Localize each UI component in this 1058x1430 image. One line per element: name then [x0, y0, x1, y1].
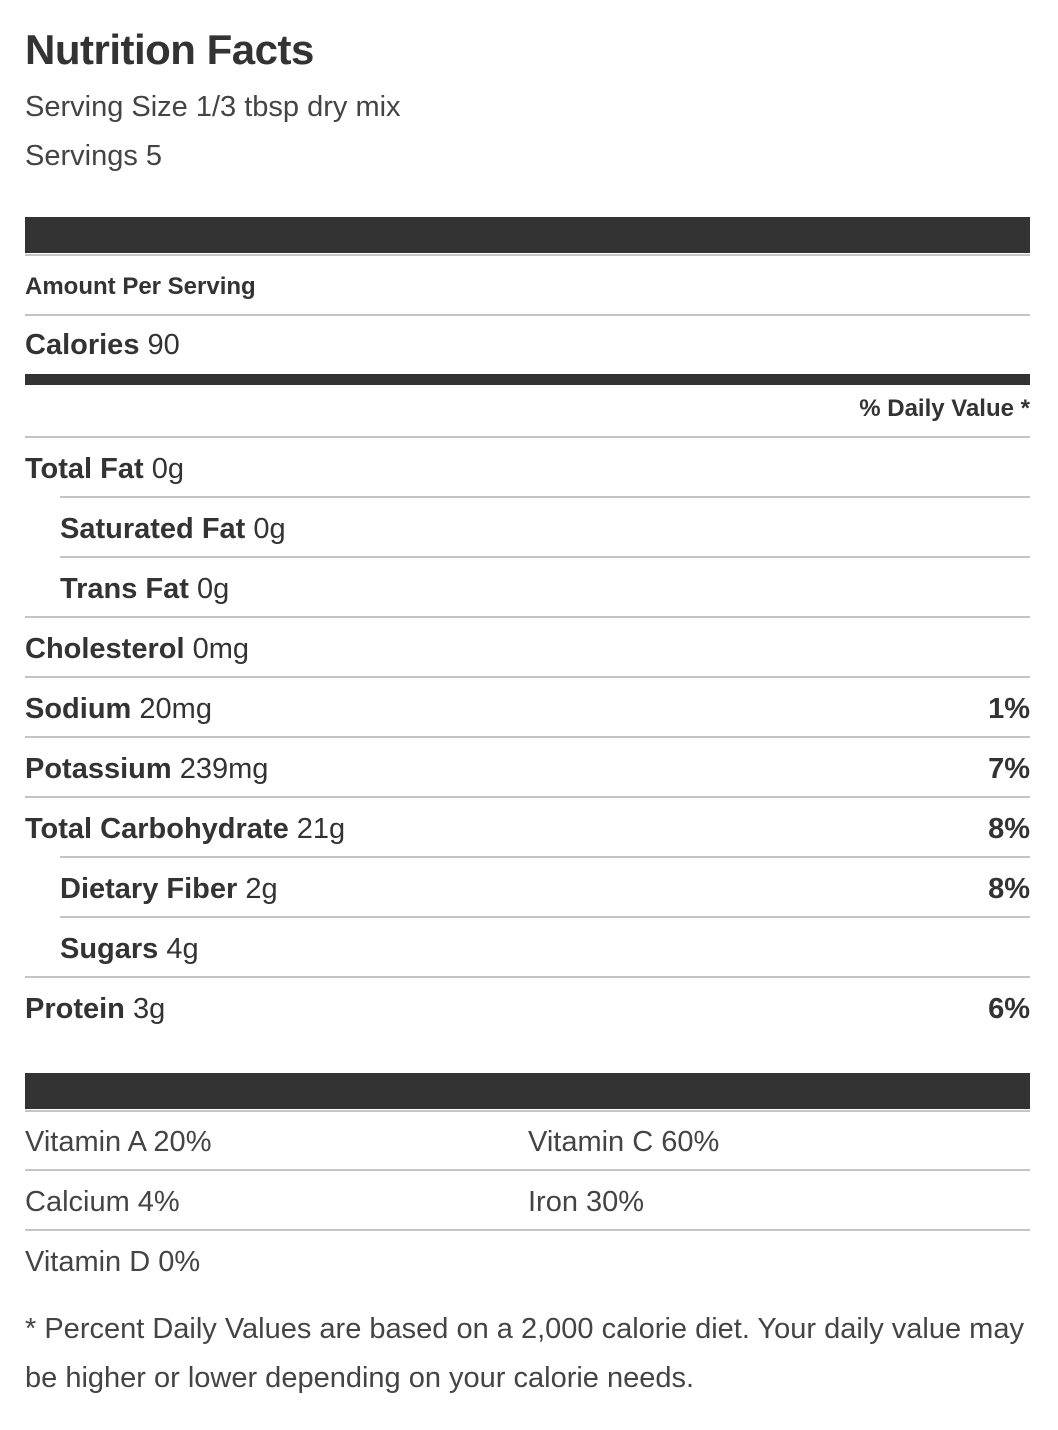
iron: Iron 30% — [528, 1186, 645, 1218]
nutrient-row-cholesterol: Cholesterol 0mg — [25, 629, 1030, 669]
nutrient-row-trans-fat: Trans Fat 0g — [25, 569, 1030, 609]
nutrient-dv: 8% — [988, 813, 1030, 845]
nutrient-name-amount: Total Fat 0g — [25, 453, 185, 485]
nutrient-name-amount: Protein 3g — [25, 993, 166, 1025]
nutrient-row-sodium: Sodium 20mg 1% — [25, 689, 1030, 729]
nutrient-name-amount: Cholesterol 0mg — [25, 633, 250, 665]
nutrient-name-amount: Dietary Fiber 2g — [60, 873, 278, 905]
nutrient-dv: 7% — [988, 753, 1030, 785]
vitamins-thick-bar — [25, 1073, 1030, 1109]
divider — [60, 856, 1030, 858]
vitamin-a: Vitamin A 20% — [25, 1126, 212, 1158]
nutrient-name-amount: Saturated Fat 0g — [60, 513, 286, 545]
nutrient-name-amount: Sugars 4g — [60, 933, 199, 965]
label-title: Nutrition Facts — [25, 26, 314, 73]
calories-row: Calories 90 — [25, 329, 180, 362]
nutrient-name-amount: Total Carbohydrate 21g — [25, 813, 346, 845]
nutrient-row-total-carbohydrate: Total Carbohydrate 21g 8% — [25, 809, 1030, 849]
nutrient-dv: 8% — [988, 873, 1030, 905]
nutrient-dv: 6% — [988, 993, 1030, 1025]
nutrient-row-protein: Protein 3g 6% — [25, 989, 1030, 1029]
divider — [25, 1110, 1030, 1112]
nutrient-name-amount: Potassium 239mg — [25, 753, 269, 785]
daily-value-header: % Daily Value * — [859, 395, 1030, 422]
nutrient-name-amount: Sodium 20mg — [25, 693, 212, 725]
calories-label: Calories — [25, 329, 140, 361]
divider — [25, 314, 1030, 316]
amount-per-serving: Amount Per Serving — [25, 273, 256, 300]
divider — [25, 736, 1030, 738]
calcium: Calcium 4% — [25, 1186, 180, 1218]
divider — [25, 254, 1030, 256]
servings-count: Servings 5 — [25, 140, 163, 172]
divider — [60, 496, 1030, 498]
divider — [25, 976, 1030, 978]
daily-value-footnote: * Percent Daily Values are based on a 2,… — [25, 1313, 1024, 1394]
vitamin-d: Vitamin D 0% — [25, 1246, 201, 1278]
divider — [25, 616, 1030, 618]
nutrient-row-dietary-fiber: Dietary Fiber 2g 8% — [25, 869, 1030, 909]
divider — [25, 1169, 1030, 1171]
divider — [25, 436, 1030, 438]
calories-thick-bar — [25, 374, 1030, 385]
divider — [60, 556, 1030, 558]
nutrient-row-potassium: Potassium 239mg 7% — [25, 749, 1030, 789]
calories-value: 90 — [147, 329, 180, 361]
nutrient-dv: 1% — [988, 693, 1030, 725]
nutrient-row-total-fat: Total Fat 0g — [25, 449, 1030, 489]
nutrient-name-amount: Trans Fat 0g — [60, 573, 230, 605]
divider — [25, 676, 1030, 678]
nutrient-row-sugars: Sugars 4g — [25, 929, 1030, 969]
top-thick-bar — [25, 217, 1030, 253]
nutrient-row-saturated-fat: Saturated Fat 0g — [25, 509, 1030, 549]
vitamin-c: Vitamin C 60% — [528, 1126, 720, 1158]
divider — [60, 916, 1030, 918]
divider — [25, 796, 1030, 798]
serving-size: Serving Size 1/3 tbsp dry mix — [25, 91, 401, 123]
divider — [25, 1229, 1030, 1231]
